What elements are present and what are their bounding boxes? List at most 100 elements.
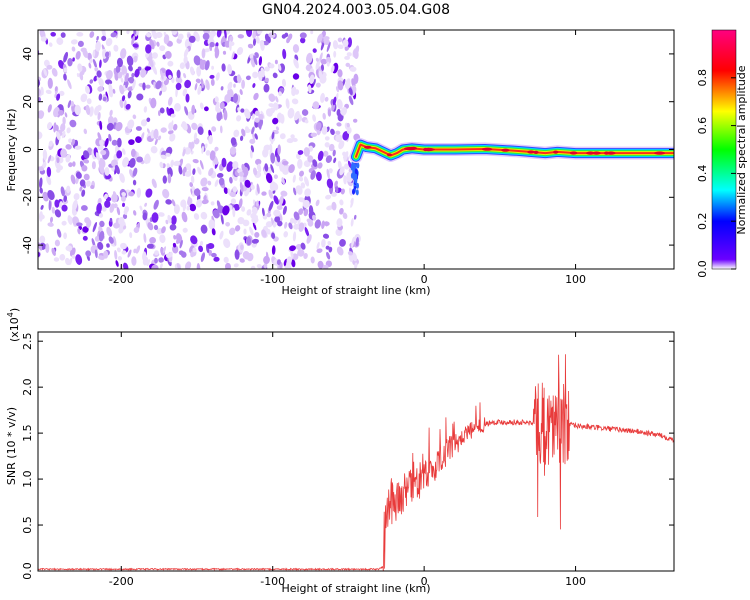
noise-blob	[149, 236, 156, 244]
noise-blob	[198, 245, 204, 253]
noise-blob	[155, 31, 163, 39]
noise-blob	[273, 209, 281, 217]
noise-blob	[214, 45, 219, 54]
noise-blob	[312, 114, 317, 122]
noise-blob	[91, 161, 96, 170]
noise-blob	[207, 180, 212, 186]
noise-blob	[337, 44, 344, 50]
noise-blob	[83, 150, 90, 159]
noise-blob	[280, 114, 285, 124]
noise-blob	[271, 131, 275, 140]
noise-blob	[273, 195, 279, 205]
noise-blob	[237, 107, 240, 112]
noise-blob	[81, 205, 88, 211]
noise-blob	[145, 188, 153, 198]
noise-blob	[247, 43, 254, 49]
noise-blob	[121, 148, 126, 155]
noise-blob	[59, 254, 66, 261]
snr-panel: -200 -100 0 100 0.0 0.5 1.0 1.5 2.0 2.5 Height of…	[5, 308, 675, 595]
noise-blob	[236, 74, 242, 84]
noise-blob	[176, 263, 181, 269]
noise-blob	[219, 102, 225, 110]
noise-blob	[79, 186, 83, 192]
noise-blob	[47, 104, 52, 113]
noise-blob	[169, 224, 177, 231]
noise-blob	[237, 34, 244, 39]
noise-blob	[232, 161, 239, 170]
noise-blob	[177, 33, 184, 40]
noise-blob	[344, 163, 350, 170]
noise-blob	[316, 33, 323, 44]
noise-blob	[208, 134, 213, 145]
noise-blob	[216, 200, 221, 210]
noise-blob	[239, 181, 244, 193]
noise-blob	[98, 213, 104, 218]
noise-blob	[119, 84, 125, 95]
noise-blob	[328, 143, 335, 152]
noise-blob	[189, 182, 194, 188]
noise-blob	[110, 32, 117, 38]
noise-blob	[51, 247, 56, 256]
noise-blob	[333, 157, 337, 164]
noise-blob	[127, 77, 134, 82]
noise-blob	[92, 58, 98, 69]
noise-blob	[167, 130, 174, 135]
noise-blob	[229, 192, 236, 198]
noise-blob	[291, 259, 296, 268]
noise-blob	[236, 115, 242, 122]
noise-blob	[128, 191, 135, 197]
x-tick-label: -100	[260, 575, 285, 588]
noise-blob	[210, 30, 217, 37]
noise-blob	[343, 175, 347, 185]
noise-blob	[278, 91, 283, 97]
noise-blob	[281, 177, 285, 185]
noise-blob	[173, 204, 180, 215]
noise-blob	[53, 257, 60, 262]
noise-blob	[83, 128, 88, 135]
noise-blob	[324, 96, 329, 102]
noise-blob	[192, 247, 197, 253]
noise-blob	[238, 171, 245, 177]
noise-blob	[129, 232, 133, 239]
noise-blob	[157, 135, 162, 141]
noise-blob	[350, 218, 354, 227]
noise-blob	[291, 98, 299, 105]
noise-blob	[261, 229, 267, 238]
noise-blob	[75, 50, 81, 60]
noise-blob	[353, 214, 357, 220]
noise-blob	[335, 134, 343, 143]
noise-blob	[116, 137, 122, 148]
noise-blob	[251, 238, 259, 244]
noise-blob	[261, 191, 267, 196]
noise-blob	[261, 42, 265, 49]
noise-blob	[268, 189, 273, 199]
noise-blob	[127, 90, 132, 99]
noise-blob	[326, 168, 330, 179]
noise-blob	[98, 163, 105, 174]
noise-blob	[193, 213, 200, 220]
noise-blob	[316, 248, 323, 254]
noise-blob	[144, 66, 152, 71]
noise-blob	[132, 167, 138, 177]
y-tick-label: 1.5	[21, 424, 34, 442]
colorbar-tick-label: 0.0	[696, 260, 709, 278]
noise-blob	[45, 89, 52, 95]
noise-blob	[344, 55, 350, 60]
noise-blob	[135, 136, 142, 143]
noise-blob	[251, 126, 255, 135]
noise-blob	[241, 79, 246, 89]
noise-blob	[97, 144, 104, 151]
noise-blob	[83, 173, 90, 181]
colorbar-ticks: 0.0 0.2 0.4 0.6 0.8	[696, 69, 736, 278]
noise-blob	[320, 58, 328, 65]
noise-blob	[113, 117, 118, 124]
noise-blob	[133, 227, 140, 233]
ridge-hotspot	[425, 147, 431, 152]
noise-blob	[120, 48, 127, 59]
noise-blob	[261, 207, 265, 217]
noise-blob	[132, 43, 139, 48]
y-tick-label: -20	[21, 188, 34, 206]
noise-blob	[320, 40, 325, 51]
noise-blob	[65, 245, 73, 252]
noise-blob	[162, 246, 166, 254]
